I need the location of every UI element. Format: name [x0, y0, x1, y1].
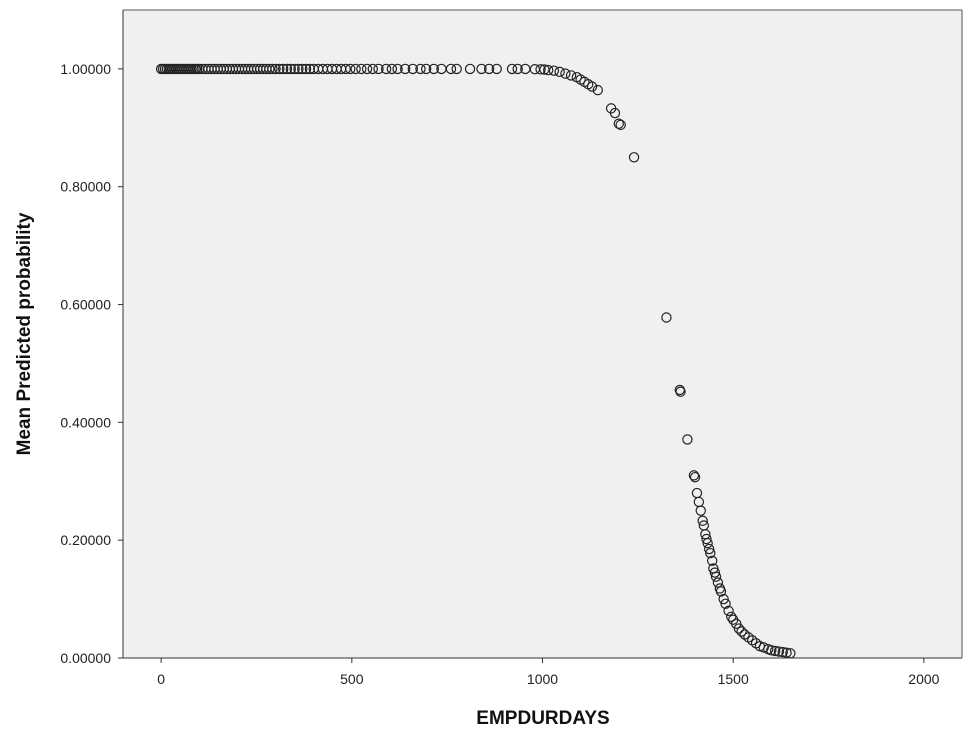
y-tick-label: 0.20000 [60, 532, 111, 548]
data-point [350, 63, 361, 75]
data-point [675, 386, 686, 397]
data-point [705, 547, 716, 559]
data-point [773, 646, 785, 657]
data-point [695, 505, 706, 516]
data-point [702, 537, 713, 549]
points-layer [155, 63, 796, 659]
x-tick-label: 500 [340, 671, 364, 687]
x-tick-label: 1500 [718, 671, 749, 687]
data-point [512, 63, 523, 75]
data-point [718, 593, 729, 605]
data-point [703, 543, 715, 555]
x-ticks: 0 500 1000 1500 2000 [157, 658, 940, 687]
data-point [445, 63, 457, 75]
data-point [609, 107, 621, 119]
data-point [710, 571, 722, 582]
data-point [420, 63, 432, 75]
data-point [777, 646, 788, 658]
data-point [304, 63, 316, 75]
data-point [415, 63, 426, 75]
data-point [688, 470, 700, 481]
data-point [592, 84, 603, 96]
data-point [560, 68, 571, 79]
data-point [712, 577, 724, 588]
data-point [726, 611, 737, 622]
data-point [709, 567, 721, 578]
data-point [270, 63, 281, 75]
data-point [400, 63, 411, 75]
data-point [289, 63, 300, 75]
data-point [689, 471, 701, 483]
data-point [392, 63, 403, 75]
data-point [386, 63, 398, 75]
data-point [297, 63, 308, 75]
y-tick-label: 0.00000 [60, 650, 111, 666]
data-point [736, 626, 747, 637]
y-tick-label: 0.80000 [60, 179, 111, 195]
y-ticks: 0.00000 0.20000 0.40000 0.60000 0.80000 1.000… [60, 61, 123, 666]
data-point [628, 152, 640, 163]
x-axis-title: EMPDURDAYS [476, 708, 609, 729]
data-point [733, 623, 745, 634]
data-point [766, 645, 777, 656]
data-point [586, 81, 598, 92]
data-point [565, 70, 577, 81]
y-tick-label: 0.60000 [60, 297, 111, 313]
data-point [300, 63, 312, 75]
data-point [682, 434, 693, 445]
data-point [535, 64, 546, 75]
data-point [769, 645, 781, 657]
data-point [701, 533, 712, 545]
data-point [707, 555, 718, 567]
data-point [367, 63, 378, 75]
data-point [781, 647, 792, 658]
data-point [615, 119, 626, 131]
data-point [491, 63, 502, 75]
data-point [373, 63, 384, 75]
data-point [277, 63, 289, 75]
data-point [506, 63, 518, 75]
data-point [697, 515, 708, 526]
data-point [464, 63, 476, 75]
data-point [715, 586, 727, 597]
x-tick-label: 1000 [527, 671, 558, 687]
y-tick-label: 1.00000 [60, 61, 111, 77]
plot-area [123, 10, 962, 658]
y-tick-label: 0.40000 [60, 414, 111, 430]
data-point [264, 63, 275, 75]
data-point [356, 63, 367, 75]
data-point [293, 63, 304, 75]
data-point [407, 63, 419, 75]
data-point [548, 65, 560, 76]
data-point [476, 63, 487, 75]
data-point [340, 63, 351, 75]
data-point [613, 118, 624, 129]
x-tick-label: 2000 [908, 671, 939, 687]
data-point [483, 63, 495, 75]
data-point [554, 66, 565, 78]
data-point [661, 312, 672, 323]
data-point [758, 642, 769, 653]
data-point [720, 598, 731, 610]
data-point [361, 63, 373, 75]
data-point [428, 63, 440, 75]
data-point [267, 63, 278, 75]
data-point [451, 63, 462, 75]
data-point [285, 63, 296, 75]
y-axis-title: Mean Predicted probability [14, 212, 35, 455]
data-point [274, 63, 285, 75]
data-point [380, 63, 392, 75]
data-point [543, 64, 554, 76]
data-point [723, 605, 734, 617]
x-tick-label: 0 [157, 671, 165, 687]
data-point [345, 63, 356, 75]
data-point [281, 63, 293, 75]
